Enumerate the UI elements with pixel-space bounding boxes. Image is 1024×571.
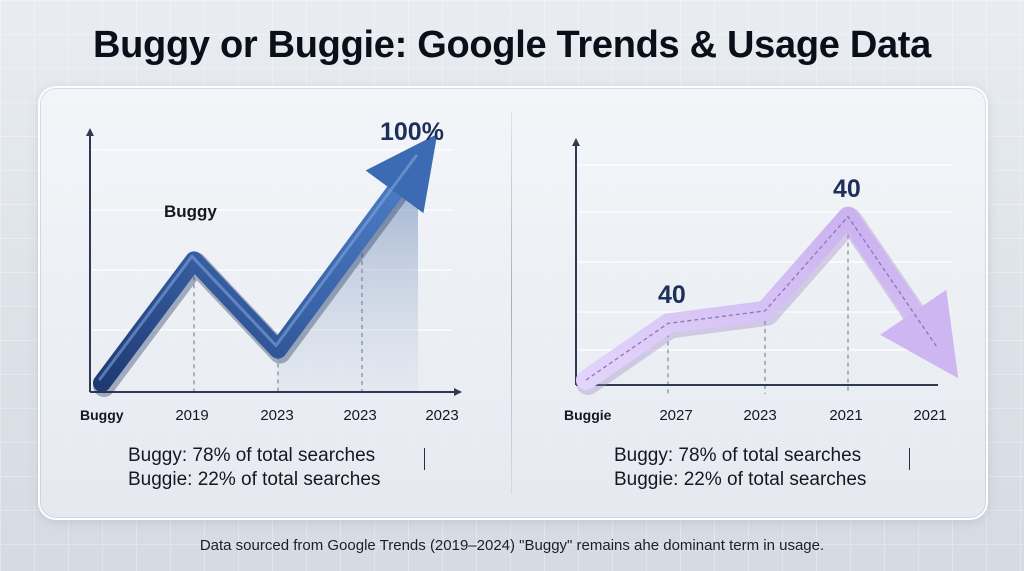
buggie-annotation-2: 40 (833, 175, 861, 203)
right-x-tick-label: 2027 (659, 407, 692, 424)
right-caption-line-2: Buggie: 22% of total searches (614, 469, 867, 490)
page-title: Buggy or Buggie: Google Trends & Usage D… (93, 24, 931, 66)
buggie-line-path (576, 206, 959, 390)
left-dashed-guides (193, 245, 363, 391)
right-x-tick-label: 2021 (829, 407, 862, 424)
buggy-series-label: Buggy (164, 202, 217, 221)
right-x-tick-labels: 2027 2023 2021 2021 (659, 407, 946, 424)
left-x-tick-label: 2019 (175, 407, 208, 424)
panel-divider (511, 112, 512, 494)
buggie-line-stitch (585, 215, 939, 381)
left-x-tick-labels: 2019 2023 2023 2023 (175, 407, 458, 424)
left-x-first-label: Buggy (80, 407, 124, 423)
buggie-series-line (576, 206, 959, 395)
charts-panel (38, 86, 988, 520)
left-caption-line-1: Buggy: 78% of total searches (128, 445, 376, 466)
right-x-tick-label: 2021 (913, 407, 946, 424)
footer-note: Data sourced from Google Trends (2019–20… (199, 537, 825, 554)
buggy-peak-label: 100% (380, 118, 444, 146)
left-x-tick-label: 2023 (343, 407, 376, 424)
right-x-first-label: Buggie (564, 407, 612, 423)
right-caption-line-1: Buggy: 78% of total searches (614, 445, 862, 466)
buggie-annotation-1: 40 (658, 281, 686, 309)
right-caption-divider (909, 448, 910, 470)
buggy-line-highlight (98, 154, 418, 381)
right-x-tick-label: 2023 (743, 407, 776, 424)
left-x-tick-label: 2023 (425, 407, 458, 424)
left-caption-line-2: Buggie: 22% of total searches (128, 469, 381, 490)
buggy-series-line (93, 133, 438, 397)
left-x-tick-label: 2023 (260, 407, 293, 424)
left-caption: Buggy: 78% of total searches Buggie: 22%… (128, 444, 380, 492)
right-caption: Buggy: 78% of total searches Buggie: 22%… (614, 444, 866, 492)
right-dashed-guides (667, 226, 849, 394)
left-caption-divider (424, 448, 425, 470)
